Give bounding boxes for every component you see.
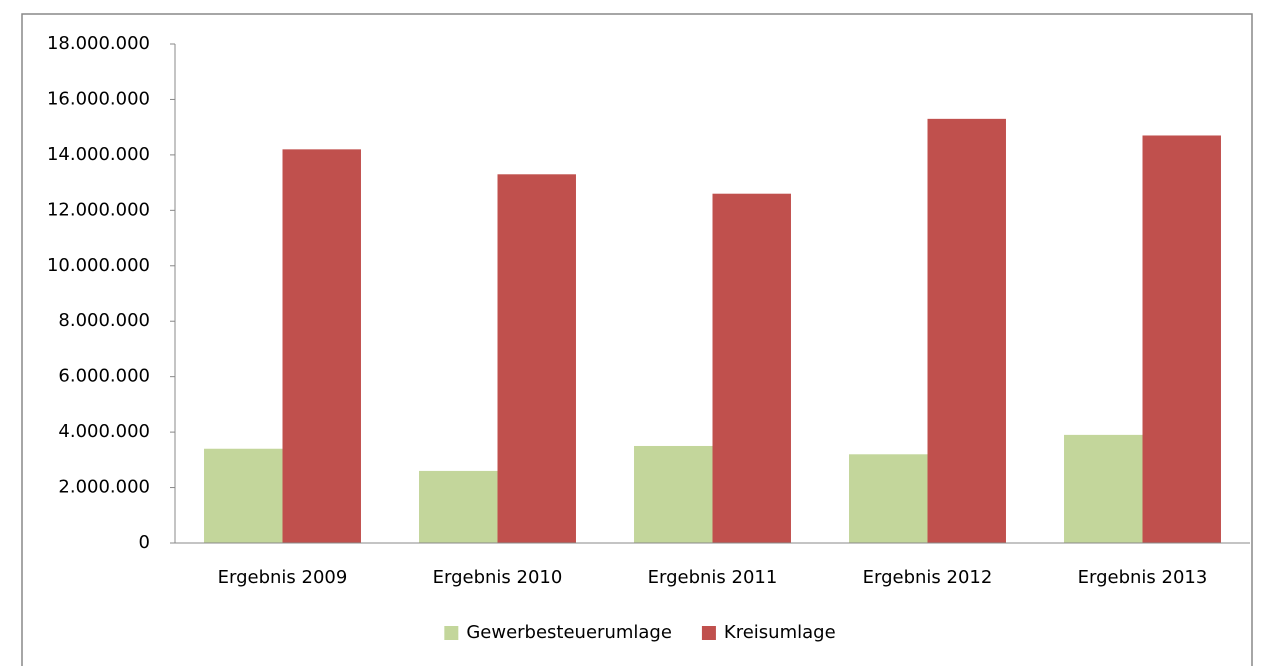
bar [282,149,361,543]
y-tick-label: 4.000.000 [58,421,150,442]
y-tick-label: 18.000.000 [47,33,150,54]
x-tick-label: Ergebnis 2013 [1078,567,1208,588]
x-tick-label: Ergebnis 2009 [218,567,348,588]
chart-frame [21,13,1253,666]
y-tick-label: 8.000.000 [58,310,150,331]
x-tick-label: Ergebnis 2010 [433,567,563,588]
x-tick-label: Ergebnis 2011 [648,567,778,588]
y-tick-label: 12.000.000 [47,199,150,220]
y-tick-label: 16.000.000 [47,88,150,109]
bar [1142,135,1221,543]
legend-swatch [444,626,459,640]
y-tick-label: 10.000.000 [47,255,150,276]
bar [849,454,928,543]
bar [497,174,576,544]
bar [1064,434,1143,543]
y-tick-label: 6.000.000 [58,366,150,387]
bar [204,448,283,543]
y-tick-label: 2.000.000 [58,477,150,498]
legend-label: Kreisumlage [724,622,836,643]
bar [419,470,498,543]
y-tick-label: 14.000.000 [47,144,150,165]
legend-swatch [701,626,716,640]
bar [634,445,713,543]
bar [927,118,1006,543]
x-tick-label: Ergebnis 2012 [863,567,993,588]
bar [712,193,791,543]
legend-label: Gewerbesteuerumlage [466,622,672,643]
y-tick-label: 0 [139,532,150,553]
